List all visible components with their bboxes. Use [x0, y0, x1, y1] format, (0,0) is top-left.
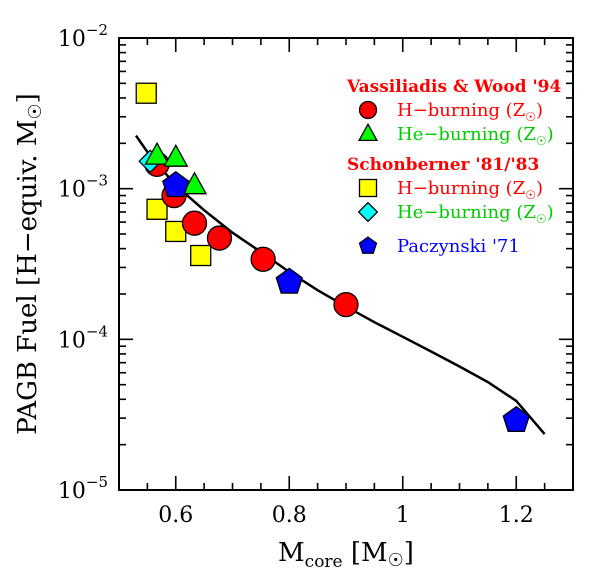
solar-symbol: ☉ — [536, 212, 547, 226]
x-axis-title-subscript: core — [305, 552, 343, 572]
y-tick-label: 10−2 — [58, 21, 108, 52]
y-axis-title: PAGB Fuel [H−equiv. M☉] — [13, 93, 46, 435]
solar-symbol: ☉ — [536, 134, 547, 148]
y-tick-label: 10−3 — [58, 172, 108, 203]
legend-marker-triangle — [358, 122, 378, 142]
vw_h-point — [333, 291, 359, 318]
legend: Vassiliadis & Wood '94H−burning (Z☉)He−b… — [346, 77, 561, 257]
legend-label: He−burning (Z☉) — [397, 202, 554, 226]
vw_he-point — [144, 141, 170, 165]
vw_he-point — [163, 143, 189, 167]
y-tick-label: 10−4 — [58, 322, 108, 353]
sch_h-point — [135, 82, 157, 104]
vw_h-point — [206, 225, 233, 251]
legend-group-header: Schonberner '81/'83 — [347, 155, 539, 175]
solar-symbol: ☉ — [525, 188, 536, 202]
x-tick-label: 1.2 — [499, 503, 534, 528]
x-tick-label: 1 — [396, 503, 410, 528]
legend-marker-circle — [358, 100, 378, 120]
sch_h-point — [146, 198, 168, 220]
pac-point — [162, 170, 190, 198]
y-axis-solar-symbol: ☉ — [25, 103, 46, 119]
vw_h-point — [250, 246, 276, 272]
sch_h-point — [190, 244, 212, 267]
x-axis-solar-symbol: ☉ — [388, 550, 404, 571]
legend-label: H−burning (Z☉) — [397, 100, 543, 124]
x-axis-title: Mcore [M☉] — [278, 538, 414, 572]
pac-point — [275, 267, 303, 294]
legend-marker-pentagon — [358, 236, 378, 254]
pac-point — [502, 405, 530, 433]
fit-curve — [134, 134, 546, 435]
x-tick-label: 0.8 — [272, 503, 307, 528]
solar-symbol: ☉ — [525, 110, 536, 124]
tick-marks — [118, 37, 574, 491]
tick-labels: 0.6 0.8 1 1.2 10−5 10−4 10−3 10−2 — [58, 21, 534, 528]
legend-label: He−burning (Z☉) — [397, 124, 554, 148]
legend-group-header: Vassiliadis & Wood '94 — [346, 77, 561, 97]
data-markers — [135, 82, 530, 433]
y-tick-label: 10−5 — [58, 473, 108, 504]
x-tick-label: 0.6 — [158, 503, 193, 528]
legend-label: Paczynski '71 — [397, 236, 520, 257]
legend-marker-square — [358, 178, 378, 198]
legend-marker-diamond — [357, 201, 379, 223]
legend-label: H−burning (Z☉) — [397, 178, 543, 202]
vw_h-point — [181, 210, 208, 236]
